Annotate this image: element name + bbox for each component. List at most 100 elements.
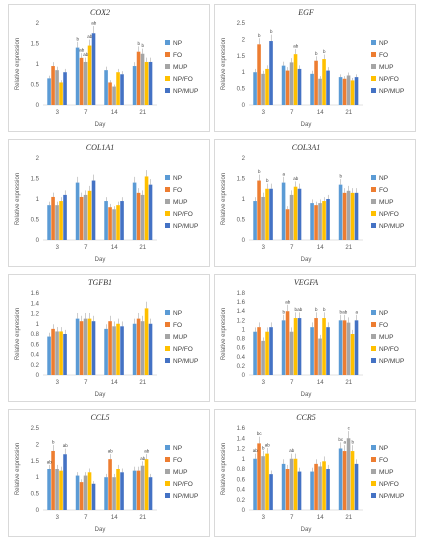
x-tick-label: 14 (317, 110, 324, 116)
y-tick-label: 0 (242, 373, 246, 379)
y-tick-label: 2 (36, 21, 40, 27)
legend-label: MUP (379, 334, 393, 341)
bar (63, 194, 67, 240)
bar (104, 70, 108, 105)
x-tick-label: 21 (139, 515, 146, 521)
legend-label: NP (173, 40, 182, 47)
chart-panel-col3a1: COL3A1 0 0.5 1 1.5 2 Relative expression 3 7 14 21… (214, 139, 416, 267)
significance-label: ab (293, 44, 299, 49)
significance-label: a (344, 440, 347, 445)
y-tick-label: 0.6 (31, 342, 40, 348)
legend-label: FO (173, 187, 182, 194)
bar (79, 57, 84, 105)
y-tick-label: 1 (242, 457, 246, 463)
x-tick-label: 21 (139, 110, 146, 116)
y-axis-label: Relative expression (221, 443, 227, 495)
chart-title: EGF (297, 8, 314, 17)
chart-title: COL1A1 (86, 143, 114, 152)
legend-swatch (371, 310, 376, 315)
bar (285, 209, 290, 240)
bar (144, 176, 149, 240)
legend-label: MUP (173, 64, 187, 71)
y-tick-label: 1.4 (237, 309, 246, 315)
bar (47, 336, 51, 375)
bar (51, 450, 55, 510)
bar (140, 53, 145, 105)
y-axis-label: Relative expression (15, 173, 21, 225)
legend-swatch (165, 76, 170, 81)
bar (342, 192, 347, 240)
bar (285, 70, 290, 105)
bar (112, 86, 116, 105)
chart-svg: CCR5 0 0.2 0.4 0.6 0.8 1 1.2 1.4 1.6 Relative expr… (221, 413, 404, 533)
legend-swatch (371, 52, 376, 57)
bar (132, 470, 137, 510)
y-tick-label: 1.8 (237, 291, 246, 297)
legend-swatch (371, 469, 376, 474)
significance-label: bc (257, 431, 263, 436)
x-tick-label: 3 (262, 245, 266, 251)
bar (265, 68, 269, 105)
bar (261, 73, 265, 105)
bar (55, 205, 59, 240)
legend-label: NP/FO (173, 76, 193, 83)
chart-title: TGFB1 (88, 278, 112, 287)
chart-svg: COL1A1 0 0.5 1 1.5 2 Relative expression 3 7 14 21… (15, 143, 198, 263)
y-tick-label: 1 (36, 322, 40, 328)
bar (47, 205, 51, 240)
x-tick-label: 21 (139, 245, 146, 251)
significance-label: b (294, 307, 297, 312)
bar (257, 180, 261, 240)
significance-label: ab (87, 34, 93, 39)
bar (132, 323, 137, 375)
bar (257, 443, 261, 510)
bar (322, 461, 326, 510)
x-tick-label: 14 (111, 380, 118, 386)
legend-label: FO (379, 187, 388, 194)
significance-label: ab (293, 176, 299, 181)
legend-label: FO (379, 322, 388, 329)
bar (318, 203, 322, 240)
bar (310, 327, 314, 375)
legend-label: FO (379, 457, 388, 464)
bar (354, 77, 359, 105)
legend-swatch (165, 199, 170, 204)
bar (120, 472, 124, 510)
y-tick-label: 1 (36, 197, 40, 203)
y-tick-label: 1.6 (237, 300, 246, 306)
bar (144, 459, 149, 510)
bar (261, 340, 265, 375)
legend-swatch (165, 88, 170, 93)
legend-swatch (165, 322, 170, 327)
significance-label: ab (83, 52, 89, 57)
bar (144, 308, 149, 375)
legend-swatch (165, 175, 170, 180)
bar (342, 320, 347, 375)
bar (346, 322, 351, 375)
significance-label: b (262, 445, 265, 450)
bar (350, 192, 355, 240)
y-tick-label: 1.5 (31, 459, 40, 465)
bar (136, 192, 141, 240)
y-tick-label: 2.5 (237, 21, 246, 27)
bar (253, 458, 257, 510)
y-tick-label: 0.2 (31, 363, 40, 369)
significance-label: ab (342, 309, 348, 314)
bar (132, 182, 137, 240)
significance-label: b (315, 51, 318, 56)
y-tick-label: 1 (242, 70, 246, 76)
chart-svg: TGFB1 0 0.2 0.4 0.6 0.8 1 1.2 1.4 1.6 Relative exp… (15, 278, 198, 398)
bar (269, 327, 273, 375)
significance-label: ab (285, 299, 291, 304)
legend-swatch (371, 322, 376, 327)
x-tick-label: 14 (111, 515, 118, 521)
y-tick-label: 1 (242, 327, 246, 333)
x-tick-label: 14 (111, 110, 118, 116)
y-tick-label: 0.5 (31, 83, 40, 89)
bar (120, 201, 124, 240)
y-tick-label: 0 (242, 103, 246, 109)
significance-label: b (138, 41, 141, 46)
legend-swatch (371, 457, 376, 462)
legend-label: FO (173, 52, 182, 59)
bar (297, 188, 302, 240)
